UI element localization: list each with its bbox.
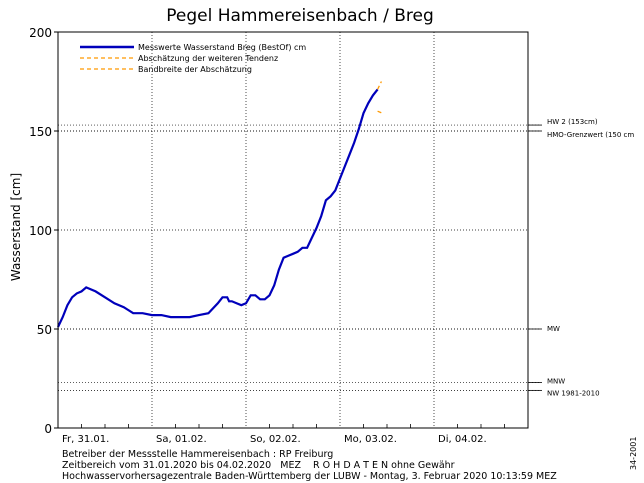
footer-time-range: Zeitbereich vom 31.01.2020 bis 04.02.202… [62, 460, 455, 471]
legend-label-1: Abschätzung der weiteren Tendenz [138, 54, 278, 63]
y-ticks: 0 50 100 150 200 [29, 26, 58, 436]
x-tick-label-4: Di, 04.02. [438, 434, 487, 445]
y-tick-label-3: 150 [29, 125, 52, 139]
series-line-1 [377, 81, 382, 90]
chart-title: Pegel Hammereisenbach / Breg [166, 6, 434, 26]
y-tick-label-1: 50 [37, 323, 52, 337]
x-tick-label-2: So, 02.02. [250, 434, 301, 445]
reference-label-0: HW 2 (153cm) [547, 118, 598, 126]
x-tick-label-1: Sa, 01.02. [156, 434, 207, 445]
reference-label-2: MW [547, 325, 560, 333]
legend-label-0: Messwerte Wasserstand Breg (BestOf) cm [138, 43, 306, 52]
x-tick-label-3: Mo, 03.02. [344, 434, 397, 445]
y-axis-label: Wasserstand [cm] [9, 173, 23, 281]
reference-label-1: HMO-Grenzwert (150 cm [547, 131, 634, 139]
legend-label-2: Bandbreite der Abschätzung [138, 65, 252, 74]
series-layer [57, 81, 383, 328]
reference-lines: HW 2 (153cm) HMO-Grenzwert (150 cm MW MNW NW… [58, 118, 634, 397]
y-tick-label-2: 100 [29, 224, 52, 238]
reference-label-3: MNW [547, 377, 565, 385]
footer-operator: Betreiber der Messstelle Hammereisenbach… [62, 449, 334, 460]
y-tick-label-0: 0 [44, 422, 52, 436]
reference-label-4: NW 1981-2010 [547, 389, 600, 397]
x-ticks: Fr, 31.01. Sa, 01.02. So, 02.02. Mo, 03.02.… [62, 424, 505, 445]
legend: Messwerte Wasserstand Breg (BestOf) cm Ab… [80, 43, 306, 74]
side-note: 34-2001 [629, 437, 638, 470]
series-line-2 [377, 110, 383, 114]
x-tick-label-0: Fr, 31.01. [62, 434, 109, 445]
series-line-0 [57, 88, 379, 328]
y-tick-label-4: 200 [29, 26, 52, 40]
footer-publisher: Hochwasservorhersagezentrale Baden-Württ… [62, 471, 557, 482]
